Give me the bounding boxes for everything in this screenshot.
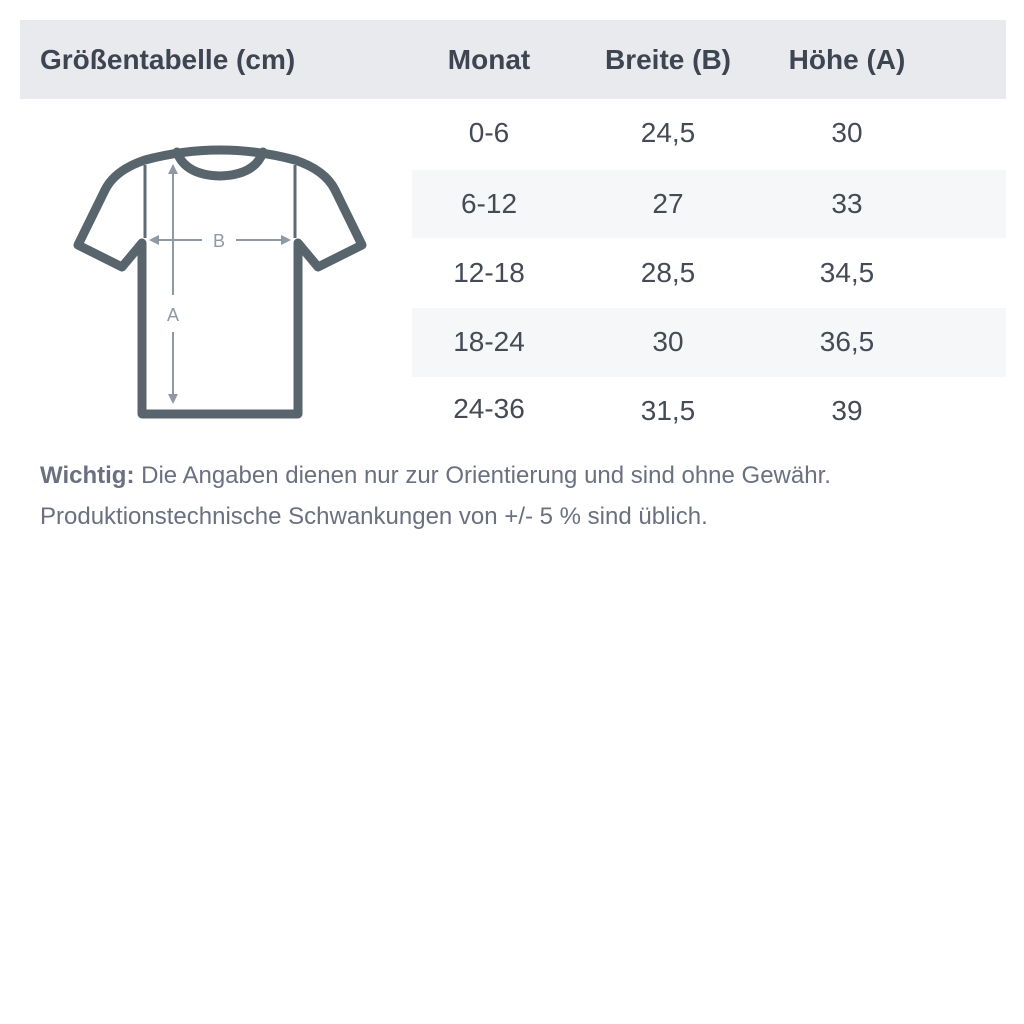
disclaimer-note: Wichtig: Die Angaben dienen nur zur Orie… [40,455,831,537]
cell-width: 27 [652,188,684,219]
row-stripe [412,308,1006,377]
note-line-1: Wichtig: Die Angaben dienen nur zur Orie… [40,455,831,496]
cell-height: 33 [831,188,863,219]
cell-month: 18-24 [453,326,525,357]
column-header-month: Monat [447,44,531,75]
width-label: B [213,231,225,251]
cell-width: 24,5 [640,117,696,148]
cell-month: 12-18 [453,257,525,288]
cell-width: 30 [652,326,684,357]
cell-month: 0-6 [468,117,510,148]
column-header-height: Höhe (A) [788,44,906,75]
cell-width: 28,5 [640,257,696,288]
tshirt-measurement-icon: B A [73,145,367,419]
table-title: Größentabelle (cm) [40,44,296,75]
table-header: Größentabelle (cm) Monat Breite (B) Höhe… [20,20,1006,99]
cell-height: 34,5 [819,257,875,288]
note-text-1: Die Angaben dienen nur zur Orientierung … [134,462,831,489]
cell-month: 6-12 [460,188,518,219]
note-label: Wichtig: [40,462,135,489]
column-header-width: Breite (B) [604,44,731,75]
cell-width: 31,5 [640,395,696,426]
note-line-2: Produktionstechnische Schwankungen von +… [40,503,708,530]
height-label: A [167,305,179,325]
row-stripe [412,170,1006,238]
cell-height: 36,5 [819,326,875,357]
cell-month: 24-36 [453,393,525,424]
cell-height: 30 [831,117,863,148]
cell-height: 39 [831,395,863,426]
